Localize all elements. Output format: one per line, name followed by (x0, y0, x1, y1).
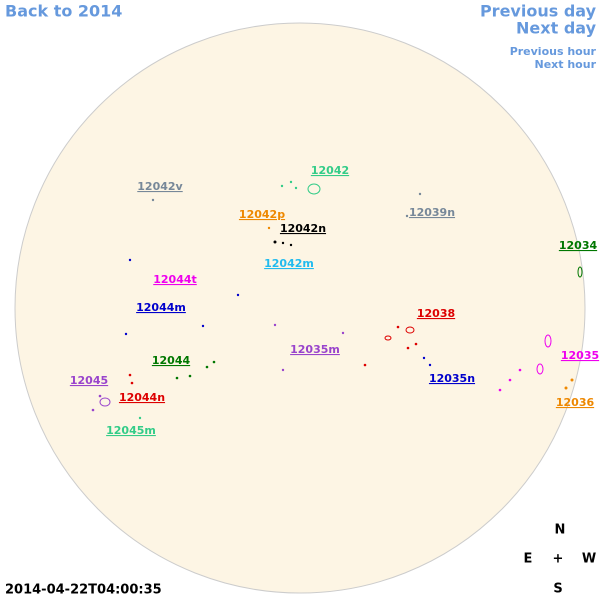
sunspots (91, 180, 583, 420)
region-label[interactable]: 12044t (153, 273, 197, 286)
compass-north: N (555, 523, 566, 538)
region-label[interactable]: 12045m (106, 424, 156, 437)
region-label[interactable]: 12042m (264, 257, 314, 270)
timestamp: 2014-04-22T04:00:35 (5, 583, 162, 598)
compass-south: S (553, 582, 562, 597)
region-label[interactable]: 12039n (409, 206, 455, 219)
region-label[interactable]: 12044m (136, 301, 186, 314)
region-label[interactable]: 12034 (559, 239, 598, 252)
region-label[interactable]: 12042v (137, 180, 183, 193)
previous-day-link[interactable]: Previous day (480, 2, 597, 21)
region-label[interactable]: 12038 (417, 307, 455, 320)
region-label[interactable]: 12042 (311, 164, 349, 177)
previous-hour-link[interactable]: Previous hour (510, 45, 597, 58)
region-label[interactable]: 12042p (239, 208, 285, 221)
solar-disk (14, 22, 586, 594)
back-link[interactable]: Back to 2014 (5, 2, 122, 21)
region-label[interactable]: 12045 (70, 374, 108, 387)
region-label[interactable]: 12044n (119, 391, 165, 404)
compass-center: + (553, 552, 564, 567)
region-label[interactable]: 12035 (561, 349, 599, 362)
compass-west: W (582, 552, 596, 567)
next-hour-link[interactable]: Next hour (535, 58, 597, 71)
region-label[interactable]: 12044 (152, 354, 191, 367)
region-label[interactable]: 12036 (556, 396, 595, 409)
region-label[interactable]: 12035n (429, 372, 475, 385)
next-day-link[interactable]: Next day (516, 19, 597, 38)
region-label[interactable]: 12035m (290, 343, 340, 356)
region-label[interactable]: 12042n (280, 222, 326, 235)
compass-east: E (524, 552, 533, 567)
